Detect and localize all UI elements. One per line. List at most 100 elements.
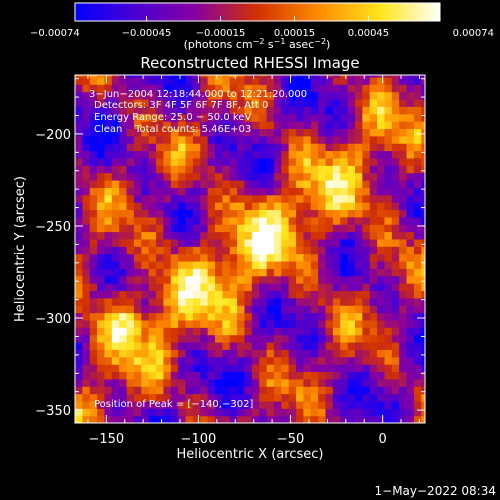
heatmap-cell bbox=[192, 179, 201, 188]
heatmap-cell bbox=[288, 260, 297, 269]
heatmap-cell bbox=[377, 246, 386, 255]
heatmap-cell bbox=[82, 312, 91, 321]
heatmap-cell bbox=[170, 290, 179, 299]
heatmap-cell bbox=[347, 216, 356, 225]
heatmap-cell bbox=[163, 187, 172, 196]
heatmap-cell bbox=[273, 400, 282, 409]
heatmap-cell bbox=[126, 91, 135, 100]
heatmap-cell bbox=[399, 76, 408, 85]
heatmap-cell bbox=[97, 283, 106, 292]
heatmap-cell bbox=[266, 106, 275, 115]
heatmap-cell bbox=[215, 209, 223, 218]
heatmap-cell bbox=[133, 194, 142, 203]
heatmap-cell bbox=[185, 297, 194, 306]
heatmap-cell bbox=[229, 150, 238, 159]
heatmap-cell bbox=[133, 187, 142, 196]
heatmap-cell bbox=[170, 334, 179, 343]
heatmap-cell bbox=[148, 312, 157, 321]
heatmap-cell bbox=[340, 179, 349, 188]
heatmap-cell bbox=[377, 356, 386, 365]
heatmap-cell bbox=[222, 150, 231, 159]
heatmap-cell bbox=[111, 172, 120, 181]
heatmap-cell bbox=[119, 231, 128, 240]
heatmap-cell bbox=[318, 150, 327, 159]
heatmap-cell bbox=[104, 75, 113, 78]
heatmap-cell bbox=[200, 290, 209, 299]
heatmap-cell bbox=[310, 209, 319, 218]
heatmap-cell bbox=[303, 76, 312, 85]
heatmap-cell bbox=[89, 393, 98, 402]
heatmap-cell bbox=[104, 143, 113, 152]
heatmap-cell bbox=[126, 260, 135, 269]
heatmap-cell bbox=[244, 305, 253, 314]
heatmap-cell bbox=[141, 179, 150, 188]
heatmap-cell bbox=[355, 297, 363, 306]
heatmap-cell bbox=[237, 157, 246, 166]
heatmap-cell bbox=[163, 75, 172, 78]
heatmap-cell bbox=[332, 378, 341, 387]
heatmap-cell bbox=[156, 393, 165, 402]
heatmap-cell bbox=[97, 334, 106, 343]
heatmap-cell bbox=[369, 172, 378, 181]
heatmap-cell bbox=[325, 334, 334, 343]
heatmap-cell bbox=[318, 76, 327, 85]
heatmap-cell bbox=[266, 238, 275, 247]
heatmap-cell bbox=[259, 260, 268, 269]
heatmap-cell bbox=[178, 408, 187, 417]
heatmap-cell bbox=[185, 143, 194, 152]
heatmap-cell bbox=[310, 128, 319, 137]
heatmap-cell bbox=[332, 202, 341, 211]
heatmap-cell bbox=[237, 231, 246, 240]
heatmap-cell bbox=[362, 194, 371, 203]
heatmap-cell bbox=[82, 165, 91, 174]
heatmap-cell bbox=[207, 349, 216, 358]
heatmap-cell bbox=[399, 386, 408, 395]
heatmap-cell bbox=[185, 165, 194, 174]
heatmap-cell bbox=[384, 400, 393, 409]
heatmap-cell bbox=[178, 386, 187, 395]
heatmap-cell bbox=[148, 327, 157, 336]
heatmap-cell bbox=[413, 135, 422, 144]
heatmap-cell bbox=[82, 415, 91, 423]
heatmap-cell bbox=[340, 290, 349, 299]
heatmap-cell bbox=[399, 121, 408, 129]
heatmap-cell bbox=[126, 143, 135, 152]
heatmap-cell bbox=[384, 290, 393, 299]
heatmap-cell bbox=[200, 128, 209, 137]
heatmap-cell bbox=[97, 209, 106, 218]
heatmap-cell bbox=[82, 238, 91, 247]
heatmap-cell bbox=[75, 393, 83, 402]
heatmap-cell bbox=[355, 305, 363, 314]
heatmap-cell bbox=[97, 260, 106, 269]
heatmap-cell bbox=[192, 408, 201, 417]
heatmap-cell bbox=[296, 135, 305, 144]
heatmap-cell bbox=[104, 334, 113, 343]
heatmap-cell bbox=[288, 113, 297, 122]
heatmap-cell bbox=[163, 216, 172, 225]
heatmap-cell bbox=[126, 378, 135, 387]
heatmap-cell bbox=[259, 216, 268, 225]
heatmap-cell bbox=[119, 106, 128, 115]
heatmap-cell bbox=[104, 319, 113, 328]
heatmap-cell bbox=[244, 113, 253, 122]
heatmap-cell bbox=[126, 246, 135, 255]
heatmap-cell bbox=[141, 98, 150, 107]
heatmap-cell bbox=[215, 194, 223, 203]
heatmap-cell bbox=[237, 179, 246, 188]
heatmap-cell bbox=[391, 341, 400, 350]
heatmap-cell bbox=[75, 150, 83, 159]
heatmap-cell bbox=[170, 312, 179, 321]
heatmap-cell bbox=[332, 216, 341, 225]
heatmap-cell bbox=[244, 98, 253, 107]
heatmap-cell bbox=[318, 121, 327, 129]
heatmap-cell bbox=[82, 319, 91, 328]
heatmap-cell bbox=[200, 76, 209, 85]
heatmap-cell bbox=[163, 283, 172, 292]
heatmap-cell bbox=[192, 98, 201, 107]
heatmap-cell bbox=[141, 334, 150, 343]
heatmap-cell bbox=[97, 356, 106, 365]
info-line-energy: Energy Range: 25.0 − 50.0 keV bbox=[94, 112, 251, 123]
heatmap-cell bbox=[259, 349, 268, 358]
heatmap-cell bbox=[362, 378, 371, 387]
heatmap-cell bbox=[97, 75, 106, 78]
